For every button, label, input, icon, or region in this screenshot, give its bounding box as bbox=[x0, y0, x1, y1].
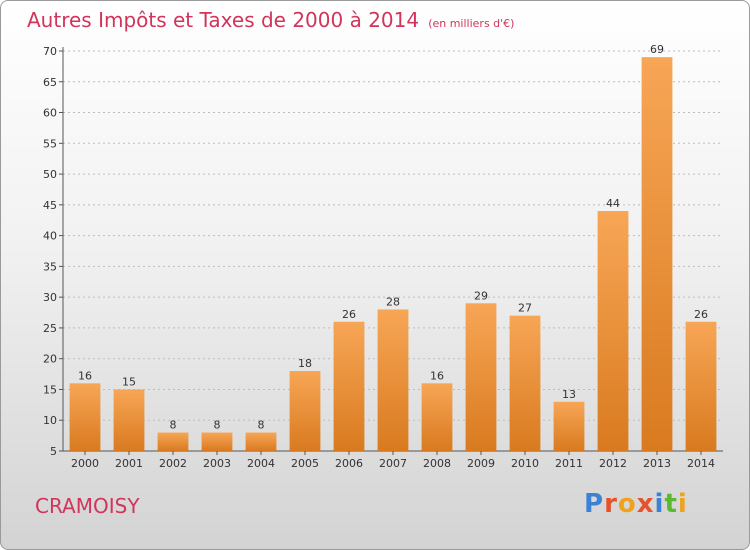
x-tick-label: 2012 bbox=[599, 457, 627, 470]
x-tick-label: 2007 bbox=[379, 457, 407, 470]
bar-value-label: 29 bbox=[474, 289, 488, 302]
x-tick-label: 2002 bbox=[159, 457, 187, 470]
proxiti-logo: Proxiti bbox=[584, 489, 688, 519]
bar-value-label: 16 bbox=[78, 369, 92, 382]
bar bbox=[113, 389, 145, 451]
bar-value-label: 8 bbox=[214, 419, 221, 432]
bar-value-label: 18 bbox=[298, 357, 312, 370]
bar-value-label: 44 bbox=[606, 197, 620, 210]
bar-value-label: 8 bbox=[170, 419, 177, 432]
x-tick-label: 2005 bbox=[291, 457, 319, 470]
x-tick-label: 2003 bbox=[203, 457, 231, 470]
bar bbox=[289, 371, 321, 451]
bar-value-label: 28 bbox=[386, 295, 400, 308]
x-tick-label: 2000 bbox=[71, 457, 99, 470]
y-tick-label: 40 bbox=[43, 230, 57, 243]
y-tick-label: 15 bbox=[43, 383, 57, 396]
y-tick-label: 20 bbox=[43, 353, 57, 366]
x-tick-label: 2008 bbox=[423, 457, 451, 470]
x-tick-label: 2001 bbox=[115, 457, 143, 470]
logo-letter: x bbox=[636, 489, 655, 519]
bar-value-label: 26 bbox=[342, 308, 356, 321]
x-tick-label: 2006 bbox=[335, 457, 363, 470]
bar-value-label: 27 bbox=[518, 302, 532, 315]
bar bbox=[509, 315, 541, 451]
bar bbox=[553, 401, 585, 451]
bar bbox=[465, 303, 497, 451]
bar-value-label: 8 bbox=[258, 419, 265, 432]
logo-letter: t bbox=[664, 489, 678, 519]
bar bbox=[69, 383, 101, 451]
logo-letter: P bbox=[584, 489, 605, 519]
x-tick-label: 2010 bbox=[511, 457, 539, 470]
y-tick-label: 25 bbox=[43, 322, 57, 335]
logo-letter: i bbox=[654, 489, 665, 519]
bar bbox=[641, 57, 673, 452]
bar-value-label: 13 bbox=[562, 388, 576, 401]
x-tick-label: 2004 bbox=[247, 457, 275, 470]
bar bbox=[685, 321, 717, 451]
logo-letter: i bbox=[677, 489, 688, 519]
chart-title-unit: (en milliers d'€) bbox=[428, 17, 515, 30]
logo-letter: o bbox=[617, 489, 637, 519]
bar bbox=[245, 432, 277, 451]
y-tick-label: 45 bbox=[43, 199, 57, 212]
bar bbox=[201, 432, 233, 451]
chart-title-main: Autres Impôts et Taxes de 2000 à 2014 bbox=[27, 8, 420, 32]
bar-value-label: 16 bbox=[430, 369, 444, 382]
bar bbox=[597, 211, 629, 451]
y-tick-label: 55 bbox=[43, 137, 57, 150]
y-tick-label: 10 bbox=[43, 414, 57, 427]
y-tick-label: 5 bbox=[50, 445, 57, 458]
bar-value-label: 15 bbox=[122, 375, 136, 388]
bar bbox=[333, 321, 365, 451]
logo-letter: r bbox=[604, 489, 618, 519]
bar-value-label: 26 bbox=[694, 308, 708, 321]
y-tick-label: 30 bbox=[43, 291, 57, 304]
y-tick-label: 50 bbox=[43, 168, 57, 181]
x-tick-label: 2011 bbox=[555, 457, 583, 470]
bar bbox=[421, 383, 453, 451]
y-tick-label: 70 bbox=[43, 45, 57, 58]
bar bbox=[157, 432, 189, 451]
bar bbox=[377, 309, 409, 451]
chart-title: Autres Impôts et Taxes de 2000 à 2014 (e… bbox=[27, 8, 514, 32]
town-name: CRAMOISY bbox=[35, 494, 140, 518]
y-tick-label: 65 bbox=[43, 76, 57, 89]
x-tick-label: 2013 bbox=[643, 457, 671, 470]
bar-value-label: 69 bbox=[650, 43, 664, 56]
x-tick-label: 2014 bbox=[687, 457, 715, 470]
y-tick-label: 35 bbox=[43, 260, 57, 273]
y-tick-label: 60 bbox=[43, 107, 57, 120]
x-tick-label: 2009 bbox=[467, 457, 495, 470]
